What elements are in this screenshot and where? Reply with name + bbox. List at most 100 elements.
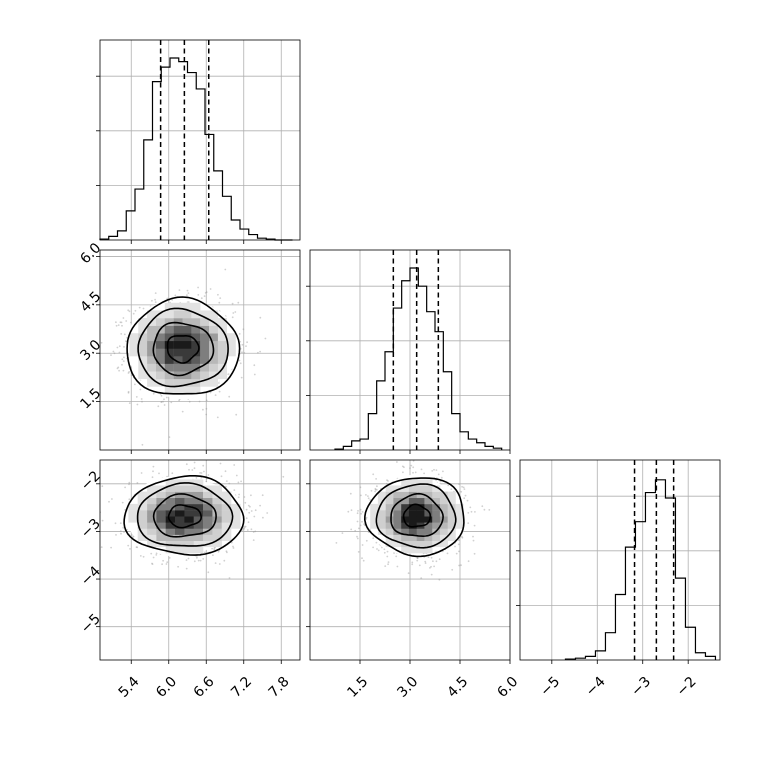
sample-point <box>129 548 131 550</box>
density-cell <box>416 485 425 492</box>
sample-point <box>451 568 454 571</box>
sample-point <box>213 547 216 550</box>
density-cell <box>128 503 138 511</box>
density-cell <box>432 485 441 492</box>
sample-point <box>430 556 433 559</box>
density-cell <box>182 318 192 326</box>
sample-point <box>154 292 157 294</box>
density-cell <box>385 522 394 529</box>
density-cell <box>432 497 441 505</box>
density-cell <box>165 503 176 511</box>
density-cell <box>164 356 174 364</box>
density-cell <box>184 540 194 548</box>
density-cell <box>165 546 176 554</box>
density-cell <box>200 318 210 326</box>
density-cell <box>424 503 433 511</box>
density-cell <box>424 546 433 554</box>
sample-point <box>257 351 259 354</box>
density-cell <box>408 528 417 535</box>
density-cell <box>147 503 157 511</box>
density-cell <box>212 485 222 492</box>
frame-joint-1 <box>99 459 301 661</box>
sample-point <box>241 343 244 346</box>
density-cell <box>175 522 185 529</box>
sample-point <box>228 577 231 579</box>
density-cell <box>156 363 166 372</box>
sample-point <box>178 289 181 291</box>
sample-point <box>207 474 210 476</box>
contour-line-1-2 <box>136 482 234 547</box>
density-cell <box>147 356 157 364</box>
density-cell <box>212 510 222 517</box>
density-cell <box>455 510 464 517</box>
sample-point <box>216 416 219 419</box>
density-cell <box>173 363 183 372</box>
density-cell <box>173 378 183 387</box>
density-cell <box>432 510 441 517</box>
density-cell <box>432 503 441 511</box>
density-cell <box>424 485 433 492</box>
sample-point <box>187 557 190 560</box>
sample-point <box>433 565 435 568</box>
sample-point <box>416 557 419 559</box>
density-cell <box>164 348 174 357</box>
sample-point <box>245 345 247 347</box>
sample-point <box>198 400 201 403</box>
density-cell <box>212 503 222 511</box>
density-cell <box>191 333 201 342</box>
sample-point <box>356 520 359 523</box>
joint-content-0 <box>100 250 300 450</box>
sample-point <box>356 537 359 540</box>
contour-line-1-0 <box>167 504 203 529</box>
sample-point <box>218 382 220 384</box>
density-cell <box>209 363 219 372</box>
density-cell <box>175 546 185 554</box>
sample-point <box>136 482 139 484</box>
density-cell <box>182 378 192 387</box>
sample-point <box>196 556 198 559</box>
density-cell <box>424 528 433 535</box>
density-cell <box>200 363 210 372</box>
sample-point <box>432 560 434 563</box>
density-cell <box>209 325 219 334</box>
sample-point <box>335 542 338 544</box>
sample-point <box>357 510 359 512</box>
sample-point <box>166 561 169 564</box>
density-cell <box>447 534 456 541</box>
density-cell <box>401 485 410 492</box>
sample-point <box>141 443 144 446</box>
sample-point <box>205 291 208 293</box>
sample-point <box>115 534 117 536</box>
sample-point <box>151 563 154 565</box>
sample-point <box>261 494 264 497</box>
density-cell <box>217 318 227 326</box>
sample-point <box>365 494 367 496</box>
density-cell <box>424 516 433 523</box>
sample-point <box>117 324 120 326</box>
sample-point <box>361 520 363 523</box>
sample-point <box>414 471 417 474</box>
sample-point <box>225 480 228 482</box>
x-tick-label-p1-2: 4.5 <box>444 674 471 701</box>
sample-point <box>219 462 222 465</box>
sample-point <box>369 499 372 501</box>
histogram-panel-p2: −5 −4 −3 −2 <box>516 459 721 700</box>
density-cell <box>138 371 148 380</box>
contour-line-0-1 <box>152 321 215 377</box>
sample-point <box>225 550 228 553</box>
x-tick-label-p0-2: 6.6 <box>191 674 218 701</box>
sample-point <box>377 549 380 552</box>
sample-point <box>125 340 127 342</box>
sample-point <box>119 321 122 324</box>
sample-point <box>481 505 484 508</box>
density-cell <box>137 510 148 517</box>
sample-point <box>197 286 200 289</box>
sample-point <box>228 482 231 485</box>
sample-point <box>185 567 188 570</box>
sample-point <box>438 558 441 561</box>
sample-point <box>111 498 113 500</box>
sample-point <box>447 484 450 487</box>
sample-point <box>376 485 378 488</box>
sample-point <box>121 358 124 361</box>
sample-point <box>244 525 247 528</box>
